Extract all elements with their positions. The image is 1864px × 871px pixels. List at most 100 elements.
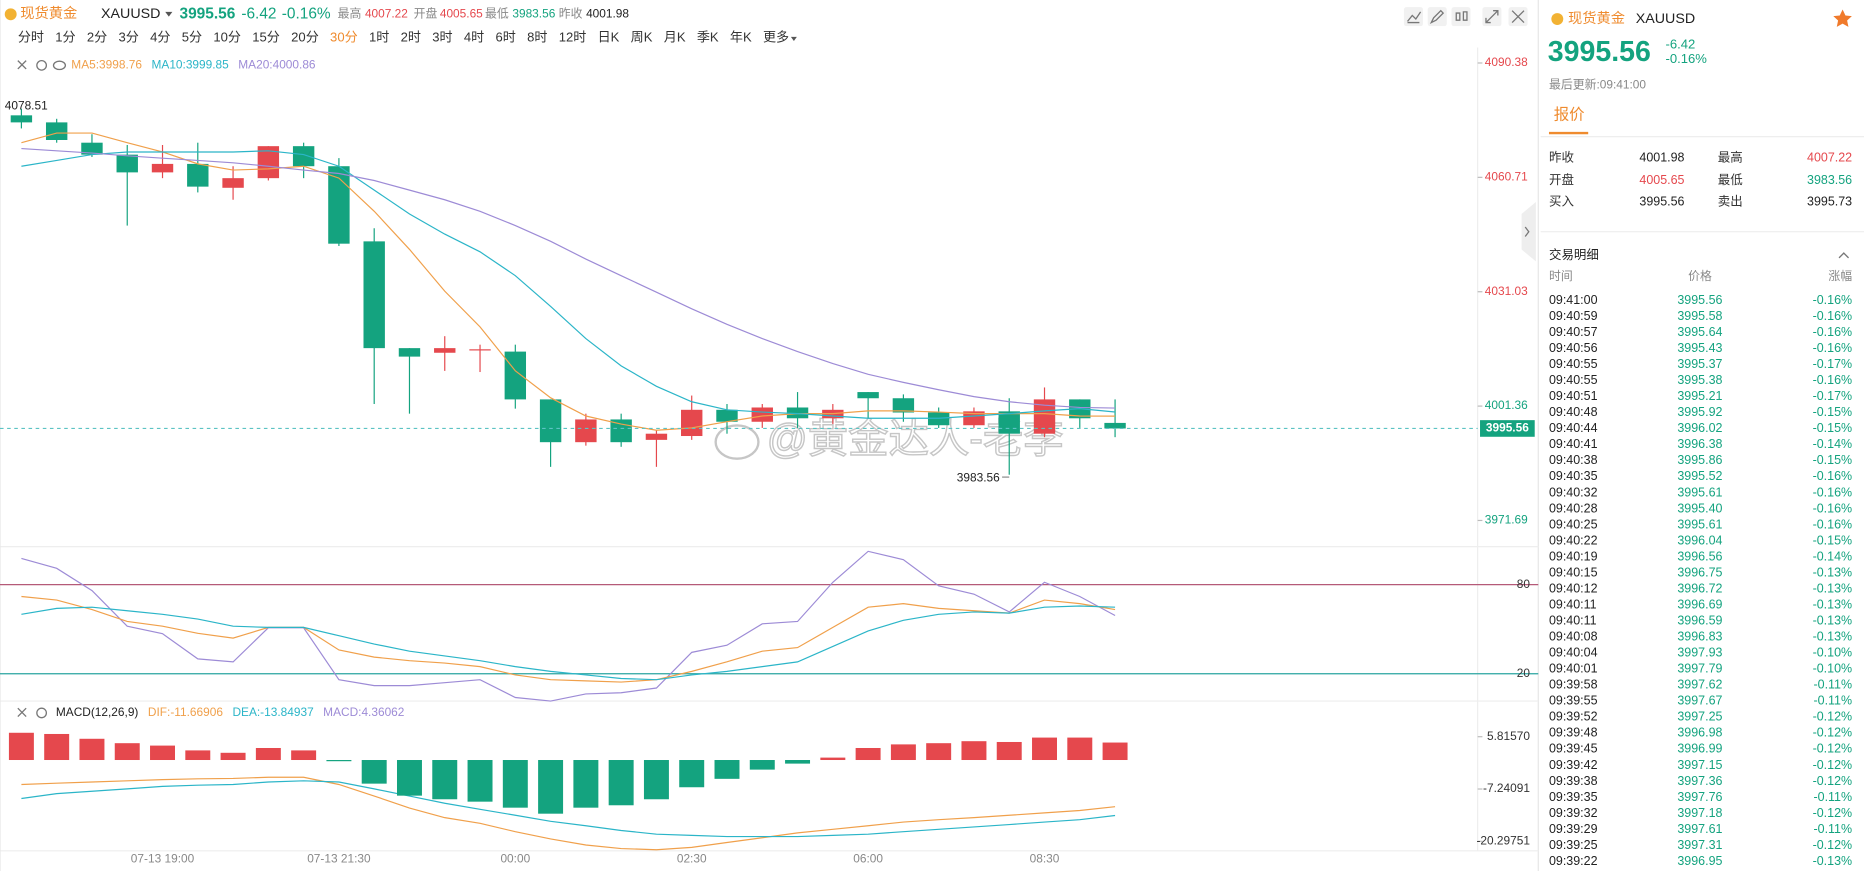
timeframe-button[interactable]: 4时 [464, 29, 484, 44]
timeframe-button[interactable]: 12时 [559, 29, 587, 44]
macd-bar [1032, 737, 1057, 761]
stat-label: 最低 [1718, 173, 1743, 187]
x-tick-label: 07-13 21:30 [307, 851, 371, 865]
candle-body [539, 399, 562, 443]
macd-bar [150, 745, 175, 761]
trade-time: 09:40:22 [1549, 533, 1598, 547]
candle-body [398, 348, 421, 357]
trade-change: -0.13% [1813, 597, 1853, 611]
stat-value: 4001.98 [1639, 150, 1684, 164]
settings-icon[interactable] [36, 707, 48, 719]
tool-button[interactable] [1451, 7, 1471, 27]
dropdown-arrow[interactable] [790, 36, 797, 41]
timeframe-button[interactable]: 1分 [55, 29, 75, 44]
trade-change: -0.16% [1813, 309, 1853, 323]
stat-value: 3983.56 [1807, 173, 1852, 187]
dropdown-arrow[interactable] [165, 11, 173, 17]
symbol-code[interactable]: XAUUSD [101, 6, 160, 22]
timeframe-button[interactable]: 6时 [495, 29, 515, 44]
favorite-star[interactable] [1833, 9, 1852, 27]
timeframe-button[interactable]: 2分 [87, 29, 107, 44]
timeframe-button[interactable]: 20分 [291, 29, 319, 44]
visibility-icon[interactable] [52, 60, 67, 71]
trade-time: 09:39:52 [1549, 710, 1598, 724]
trade-change: -0.15% [1813, 405, 1853, 419]
gold-icon [1551, 13, 1564, 25]
trade-price: 3996.83 [1677, 630, 1722, 644]
trade-time: 09:40:41 [1549, 437, 1598, 451]
timeframe-button[interactable]: 3时 [432, 29, 452, 44]
timeframe-button[interactable]: 15分 [252, 29, 280, 44]
legend-entry: MA5:3998.76 [71, 57, 142, 71]
timeframe-button[interactable]: 1时 [369, 29, 389, 44]
candle-body [81, 142, 103, 155]
timeframe-button[interactable]: 3分 [119, 29, 139, 44]
macd-bar [502, 760, 528, 808]
trade-change: -0.11% [1814, 822, 1853, 836]
trade-time: 09:40:28 [1549, 501, 1598, 515]
timeframe-button[interactable]: 5分 [182, 29, 202, 44]
y-tick-label: 4031.03 [1485, 284, 1528, 298]
macd-bar [1102, 742, 1128, 761]
trade-time: 09:40:55 [1549, 373, 1598, 387]
trade-price: 3995.61 [1677, 517, 1722, 531]
timeframe-button[interactable]: 2时 [401, 29, 421, 44]
timeframe-button[interactable]: 年K [730, 29, 752, 44]
y-tick-label: 80 [1517, 577, 1531, 591]
indicator-title: MACD(12,26,9) [56, 705, 139, 719]
legend-entry: MA20:4000.86 [238, 57, 316, 71]
timeframe-button[interactable]: 更多 [763, 29, 789, 44]
macd-bar [996, 741, 1022, 761]
collapse-arrow [1524, 226, 1530, 237]
x-tick-label: 07-13 19:00 [131, 851, 195, 865]
macd-bar [643, 760, 669, 800]
settings-icon[interactable] [36, 59, 48, 71]
trade-time: 09:39:29 [1549, 822, 1598, 836]
trade-price: 3995.40 [1677, 501, 1722, 515]
collapse-icon[interactable] [1838, 252, 1850, 259]
macd-bar [785, 760, 811, 764]
trade-time: 09:40:32 [1549, 485, 1598, 499]
tool-icon [1455, 11, 1468, 21]
trade-change: -0.13% [1813, 854, 1853, 868]
candle-body [45, 122, 68, 140]
last-price: 3995.56 [180, 5, 236, 22]
y-tick-label: -20.29751 [1476, 833, 1530, 847]
timeframe-button[interactable]: 8时 [527, 29, 547, 44]
last-update: 最后更新:09:41:00 [1549, 78, 1646, 92]
candle-body [10, 115, 33, 123]
candle-body [716, 409, 738, 422]
stat-value: 3995.73 [1807, 194, 1852, 208]
timeframe-button[interactable]: 分时 [18, 29, 44, 44]
stat-label: 开盘 [1549, 172, 1574, 187]
trade-price: 3995.38 [1677, 373, 1722, 387]
y-tick-label: 4001.36 [1485, 398, 1528, 412]
close-icon[interactable] [17, 707, 27, 717]
macd-bar [1067, 737, 1093, 761]
trade-price: 3996.02 [1677, 421, 1722, 435]
timeframe-button[interactable]: 月K [664, 29, 686, 44]
close-icon[interactable] [17, 60, 27, 70]
y-tick-label: 20 [1517, 666, 1531, 680]
timeframe-button[interactable]: 周K [631, 29, 653, 44]
candle-body [434, 348, 456, 353]
trade-time: 09:39:32 [1549, 806, 1598, 820]
trade-change: -0.14% [1813, 437, 1853, 451]
quote-tab[interactable]: 报价 [1554, 105, 1585, 123]
timeframe-button[interactable]: 4分 [150, 29, 170, 44]
timeframe-button[interactable]: 10分 [213, 29, 241, 44]
trade-time: 09:39:25 [1549, 838, 1598, 852]
macd-bar [361, 760, 387, 784]
oscillator-line [21, 550, 1116, 702]
timeframe-button[interactable]: 季K [697, 29, 719, 44]
macd-bar [573, 760, 599, 808]
timeframe-button[interactable]: 日K [598, 29, 620, 44]
toolbar [1403, 7, 1528, 27]
candle-body [151, 163, 174, 173]
x-tick-label: 02:30 [677, 851, 707, 865]
candle-body [328, 166, 350, 244]
timeframe-button[interactable]: 30分 [330, 29, 358, 44]
timeframe-bar: 分时 1分 2分 3分 4分 5分 10分 15分 20分 30分 1时 2时 3时 4时 6时 8时 12时日… [18, 29, 797, 44]
candle-body [575, 419, 597, 443]
